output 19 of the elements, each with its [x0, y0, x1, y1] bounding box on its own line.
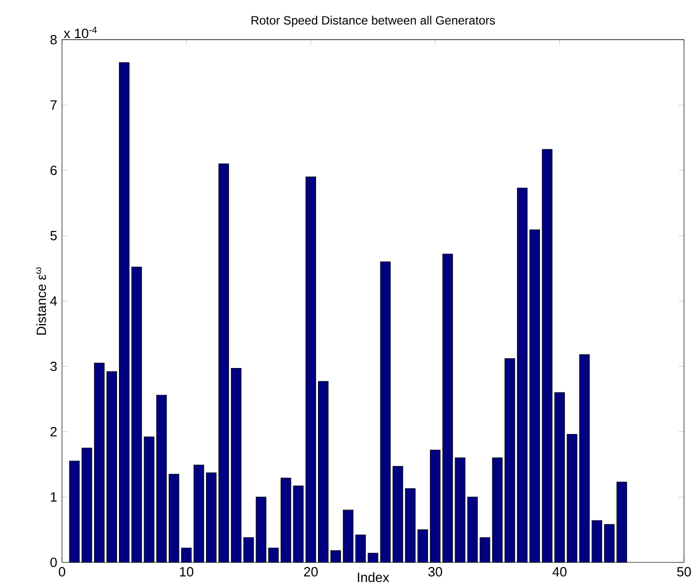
y-tick-label: 6 — [50, 166, 57, 176]
x-tick-label: 0 — [58, 567, 66, 576]
x-tick-label: 20 — [304, 567, 318, 576]
y-tick-label: 1 — [50, 492, 57, 502]
y-axis-title: Distance ε$^{ω}$ — [36, 267, 46, 335]
y-tick-label: 4 — [50, 296, 57, 306]
y-tick-label: 5 — [50, 231, 57, 240]
x-tick-label: 30 — [428, 567, 442, 576]
y-tick-label: 0 — [50, 558, 57, 568]
chart-title: Rotor Speed Distance between all Generators — [252, 16, 495, 27]
y-tick-label: 8 — [50, 34, 57, 44]
x-tick-label: 40 — [552, 567, 566, 576]
x-tick-label: 10 — [180, 567, 194, 576]
x-tick-label: 50 — [677, 567, 691, 576]
y-tick-label: 7 — [50, 100, 57, 110]
y-tick-label: 2 — [50, 427, 57, 436]
y-tick-label: 3 — [50, 362, 57, 372]
text: x 10$^{-4}$ — [64, 26, 97, 38]
x-axis-title: Index — [358, 572, 390, 582]
